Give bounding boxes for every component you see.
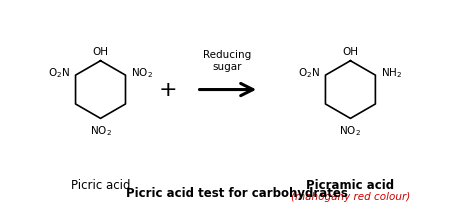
Text: Picric acid: Picric acid bbox=[71, 179, 130, 192]
Text: (mahogany red colour): (mahogany red colour) bbox=[291, 192, 410, 202]
Text: NO$_2$: NO$_2$ bbox=[131, 66, 153, 80]
Text: OH: OH bbox=[342, 47, 358, 57]
Text: Picric acid test for carbohydrates: Picric acid test for carbohydrates bbox=[126, 187, 348, 200]
Text: O$_2$N: O$_2$N bbox=[48, 66, 70, 80]
Text: OH: OH bbox=[92, 47, 109, 57]
Text: +: + bbox=[158, 80, 177, 99]
Text: NO$_2$: NO$_2$ bbox=[339, 124, 361, 138]
Text: Picramic acid: Picramic acid bbox=[306, 179, 394, 192]
Text: NH$_2$: NH$_2$ bbox=[381, 66, 402, 80]
Text: Reducing
sugar: Reducing sugar bbox=[203, 50, 252, 72]
Text: NO$_2$: NO$_2$ bbox=[90, 124, 111, 138]
Text: O$_2$N: O$_2$N bbox=[298, 66, 319, 80]
